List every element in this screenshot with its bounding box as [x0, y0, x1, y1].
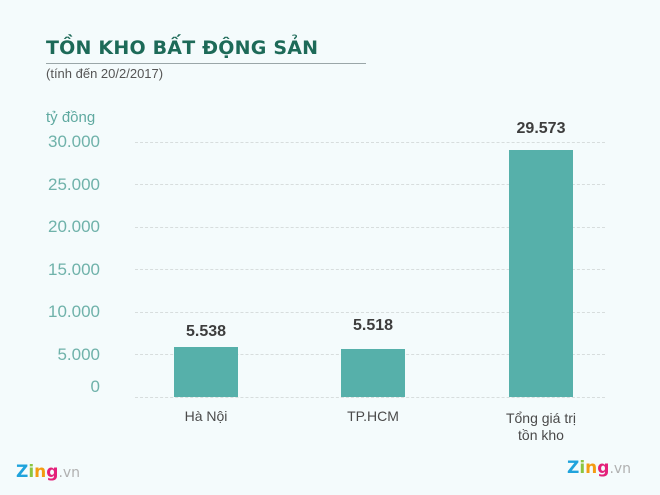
- gridline: [135, 227, 605, 228]
- y-tick-15000: 15.000: [48, 260, 100, 279]
- zing-logo-right: Zing.vn: [567, 458, 632, 478]
- bar-ha-noi: [174, 347, 238, 397]
- title-divider: [46, 63, 366, 64]
- x-label-ha-noi: Hà Nội: [184, 408, 228, 424]
- y-tick-5000: 5.000: [57, 345, 100, 364]
- y-tick-0: 0: [90, 377, 100, 396]
- bar-value-ha-noi: 5.538: [185, 323, 227, 340]
- bar-value-tong-gia-tri: 29.573: [516, 120, 566, 137]
- x-label-line2: tồn kho: [518, 427, 564, 443]
- gridline: [135, 269, 605, 270]
- x-label-line1: Tổng giá trị: [505, 410, 577, 426]
- bar-value-tp-hcm: 5.518: [352, 317, 394, 334]
- chart-subtitle: (tính đến 20/2/2017): [46, 66, 164, 81]
- bar-tong-gia-tri: [509, 150, 573, 397]
- gridline: [135, 397, 605, 398]
- x-label-tp-hcm: TP.HCM: [347, 408, 399, 424]
- gridline: [135, 184, 605, 185]
- x-label-tong-gia-tri: Tổng giá trị tồn kho: [491, 410, 591, 444]
- chart-title: TỒN KHO BẤT ĐỘNG SẢN: [46, 37, 319, 59]
- gridline: [135, 142, 605, 143]
- y-tick-20000: 20.000: [48, 217, 100, 236]
- zing-logo-left: Zing.vn: [16, 462, 81, 482]
- y-tick-25000: 25.000: [48, 175, 100, 194]
- gridline: [135, 312, 605, 313]
- bar-tp-hcm: [341, 349, 405, 397]
- y-tick-10000: 10.000: [48, 302, 100, 321]
- y-tick-30000: 30.000: [48, 132, 100, 151]
- y-axis-unit: tỷ đồng: [46, 109, 96, 126]
